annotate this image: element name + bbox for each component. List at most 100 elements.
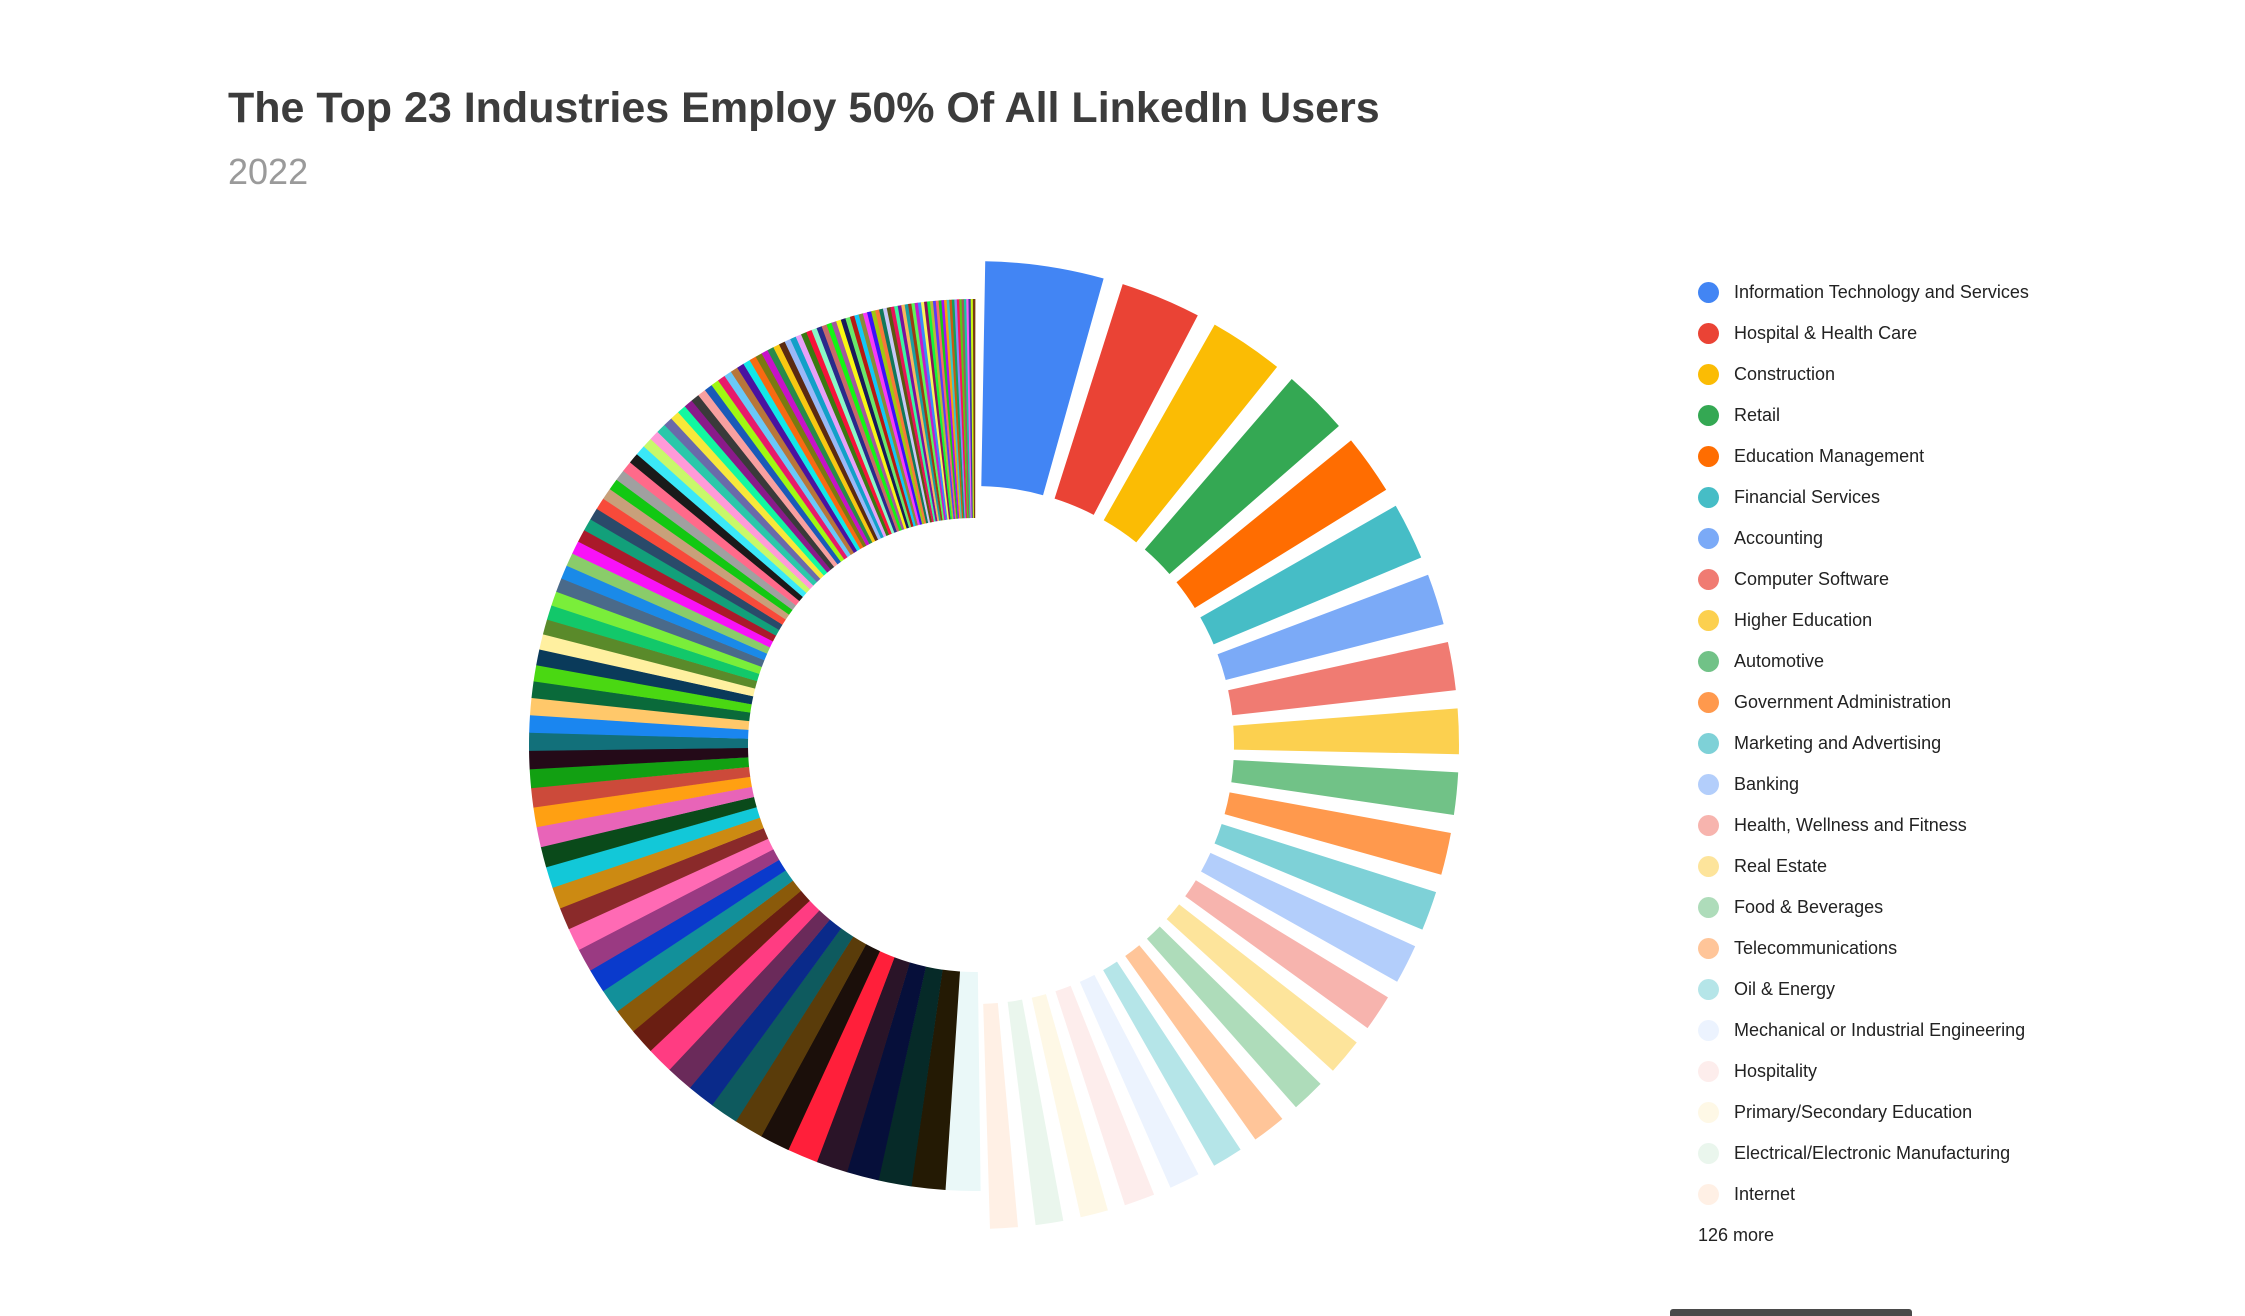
legend-item[interactable]: Financial Services bbox=[1698, 477, 2029, 518]
slice-other-69[interactable] bbox=[755, 353, 867, 548]
slice-food-beverages[interactable] bbox=[1146, 926, 1321, 1108]
slice-other-65[interactable] bbox=[730, 367, 855, 556]
slice-other-104[interactable] bbox=[914, 302, 947, 521]
slice-other-84[interactable] bbox=[836, 319, 907, 530]
slice-other-54[interactable] bbox=[657, 424, 818, 586]
slice-other-58[interactable] bbox=[684, 400, 831, 573]
slice-other-59[interactable] bbox=[691, 395, 835, 570]
slice-other-119[interactable] bbox=[956, 299, 968, 519]
slice-other-41[interactable] bbox=[572, 541, 774, 648]
legend-item[interactable]: Food & Beverages bbox=[1698, 887, 2029, 928]
slice-other-107[interactable] bbox=[923, 301, 951, 520]
slice-other-8[interactable] bbox=[735, 936, 867, 1137]
slice-other-43[interactable] bbox=[584, 518, 780, 636]
slice-retail[interactable] bbox=[1144, 379, 1339, 574]
slice-other-31[interactable] bbox=[531, 681, 751, 722]
slice-other-36[interactable] bbox=[546, 605, 760, 682]
legend-item[interactable]: Higher Education bbox=[1698, 600, 2029, 641]
slice-other-1[interactable] bbox=[945, 971, 981, 1191]
slice-other-60[interactable] bbox=[698, 389, 838, 567]
slice-telecommunications[interactable] bbox=[1125, 945, 1283, 1140]
slice-other-78[interactable] bbox=[806, 329, 892, 535]
slice-automotive[interactable] bbox=[1231, 759, 1459, 816]
slice-other-87[interactable] bbox=[849, 315, 914, 528]
slice-other-7[interactable] bbox=[761, 944, 881, 1151]
slice-other-10[interactable] bbox=[689, 919, 842, 1106]
slice-other-37[interactable] bbox=[551, 591, 762, 674]
slice-other-30[interactable] bbox=[530, 697, 750, 730]
slice-other-81[interactable] bbox=[821, 324, 900, 532]
slice-other-15[interactable] bbox=[602, 870, 793, 1012]
slice-education-management[interactable] bbox=[1176, 440, 1387, 609]
legend-item[interactable]: Construction bbox=[1698, 354, 2029, 395]
slice-other-120[interactable] bbox=[959, 299, 969, 519]
slice-other-61[interactable] bbox=[704, 384, 842, 565]
slice-other-93[interactable] bbox=[875, 309, 927, 524]
slice-other-2[interactable] bbox=[911, 969, 961, 1191]
slice-other-122[interactable] bbox=[963, 299, 971, 519]
slice-other-53[interactable] bbox=[650, 431, 814, 590]
legend-item[interactable]: Information Technology and Services bbox=[1698, 272, 2029, 313]
slice-other-71[interactable] bbox=[767, 347, 873, 545]
slice-other-115[interactable] bbox=[946, 299, 963, 519]
slice-information-technology-and-services[interactable] bbox=[981, 261, 1104, 496]
slice-financial-services[interactable] bbox=[1200, 505, 1422, 645]
slice-other-73[interactable] bbox=[779, 341, 879, 542]
slice-other-116[interactable] bbox=[949, 299, 964, 519]
slice-other-90[interactable] bbox=[862, 312, 921, 526]
legend-item[interactable]: Mechanical or Industrial Engineering bbox=[1698, 1010, 2029, 1051]
slice-other-29[interactable] bbox=[529, 714, 749, 739]
slice-other-110[interactable] bbox=[932, 300, 956, 520]
slice-other-105[interactable] bbox=[917, 302, 948, 520]
slice-other-42[interactable] bbox=[578, 529, 777, 642]
legend-item[interactable]: Real Estate bbox=[1698, 846, 2029, 887]
slice-other-118[interactable] bbox=[954, 299, 966, 519]
slice-hospital-health-care[interactable] bbox=[1054, 284, 1198, 515]
slice-other-46[interactable] bbox=[603, 488, 790, 620]
legend-item[interactable]: Banking bbox=[1698, 764, 2029, 805]
slice-other-70[interactable] bbox=[761, 350, 870, 546]
slice-other-76[interactable] bbox=[795, 334, 887, 538]
slice-other-4[interactable] bbox=[846, 962, 926, 1181]
slice-other-19[interactable] bbox=[559, 828, 769, 930]
legend-item[interactable]: Internet bbox=[1698, 1174, 2029, 1215]
slice-primary-secondary-education[interactable] bbox=[1031, 994, 1108, 1218]
legend-item[interactable]: Accounting bbox=[1698, 518, 2029, 559]
slice-other-83[interactable] bbox=[831, 321, 905, 531]
slice-other-111[interactable] bbox=[935, 300, 957, 519]
slice-other-38[interactable] bbox=[556, 578, 765, 667]
slice-other-66[interactable] bbox=[737, 363, 858, 553]
slice-other-124[interactable] bbox=[968, 299, 973, 519]
slice-other-57[interactable] bbox=[678, 406, 828, 576]
slice-other-99[interactable] bbox=[897, 305, 938, 522]
slice-other-100[interactable] bbox=[901, 304, 940, 522]
slice-other-27[interactable] bbox=[529, 747, 749, 770]
slice-other-91[interactable] bbox=[866, 311, 923, 525]
slice-internet[interactable] bbox=[983, 1002, 1018, 1229]
slice-other-103[interactable] bbox=[911, 303, 945, 521]
slice-other-62[interactable] bbox=[711, 380, 845, 562]
slice-other-49[interactable] bbox=[623, 462, 800, 606]
slice-other-64[interactable] bbox=[724, 371, 851, 558]
slice-accounting[interactable] bbox=[1217, 574, 1444, 680]
legend-item[interactable]: Telecommunications bbox=[1698, 928, 2029, 969]
slice-other-17[interactable] bbox=[578, 849, 780, 971]
slice-other-44[interactable] bbox=[590, 508, 783, 631]
slice-other-92[interactable] bbox=[871, 310, 925, 525]
slice-other-97[interactable] bbox=[890, 306, 934, 523]
slice-banking[interactable] bbox=[1201, 852, 1416, 982]
slice-other-75[interactable] bbox=[790, 336, 884, 539]
legend-item[interactable]: Electrical/Electronic Manufacturing bbox=[1698, 1133, 2029, 1174]
slice-other-14[interactable] bbox=[617, 880, 802, 1032]
slice-other-34[interactable] bbox=[539, 633, 756, 697]
legend-item[interactable]: Computer Software bbox=[1698, 559, 2029, 600]
slice-other-80[interactable] bbox=[816, 326, 898, 533]
slice-other-25[interactable] bbox=[531, 766, 751, 808]
slice-other-50[interactable] bbox=[629, 453, 803, 602]
slice-other-117[interactable] bbox=[951, 299, 965, 519]
slice-other-63[interactable] bbox=[718, 375, 848, 560]
slice-other-20[interactable] bbox=[552, 817, 764, 909]
slice-other-102[interactable] bbox=[907, 303, 943, 521]
slice-other-79[interactable] bbox=[811, 327, 895, 534]
slice-other-95[interactable] bbox=[882, 307, 931, 523]
